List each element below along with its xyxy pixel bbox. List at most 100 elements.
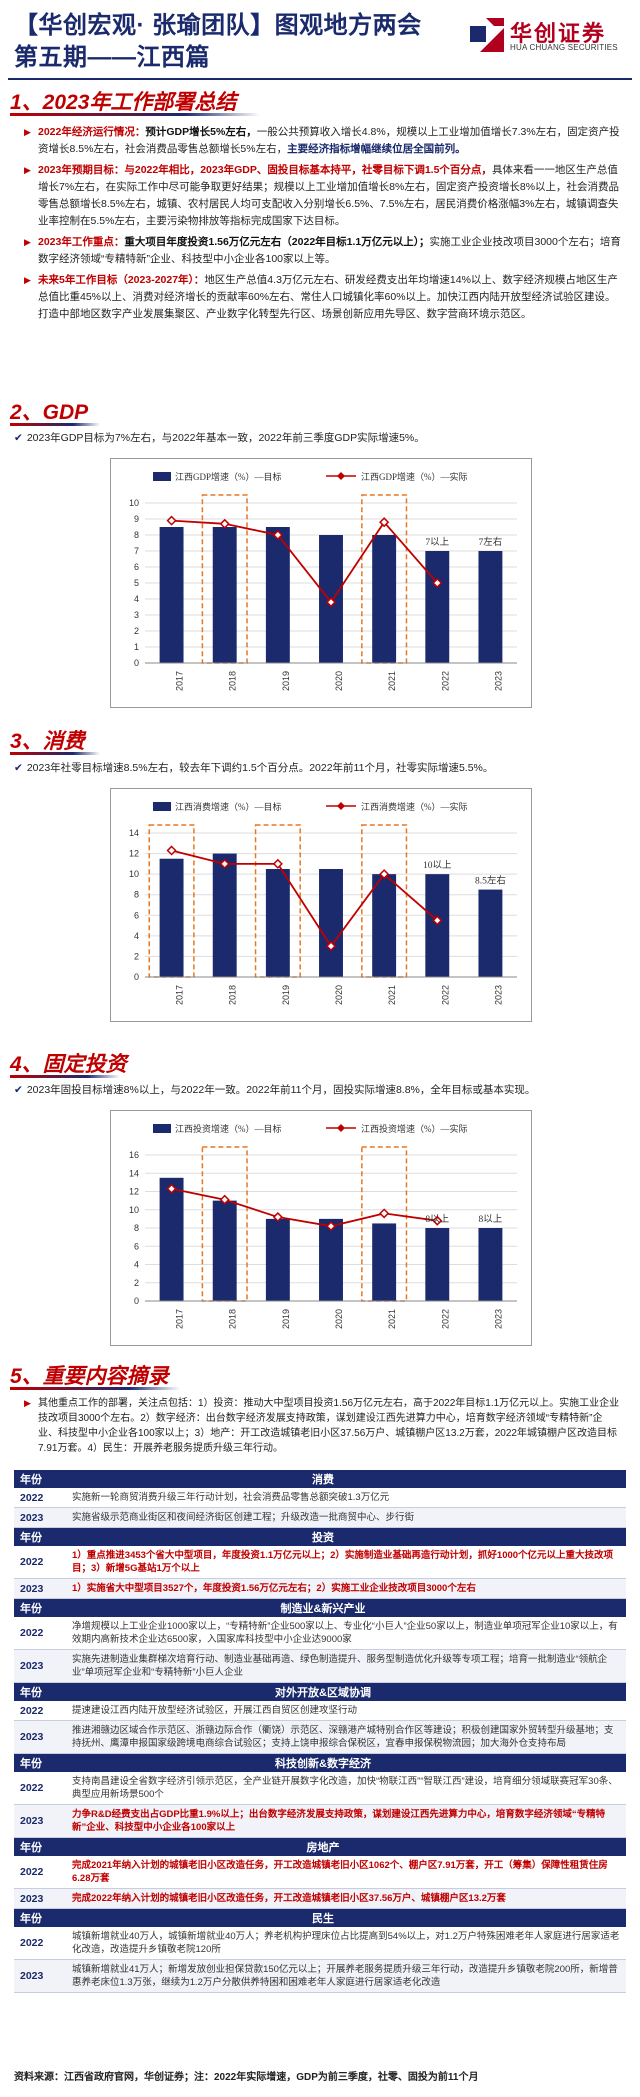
actual-point-2022 [432, 577, 443, 589]
data-label: 8以上 [479, 1214, 503, 1225]
x-tick-label: 2023 [493, 985, 503, 1005]
data-label: 7以上 [425, 537, 449, 548]
actual-point-2017 [166, 845, 177, 856]
legend-swatch-target [153, 472, 171, 481]
legend-label-actual: 江西GDP增速（%）—实际 [361, 471, 468, 482]
consumption-chart-svg: 江西消费增速（%）—目标 江西消费增速（%）—实际 0 2 4 6 8 10 12 14 10以上 8… [129, 801, 517, 1005]
table-group-header: 年份 科技创新&数字经济 [14, 1754, 626, 1772]
legend-label-target: 江西消费增速（%）—目标 [175, 801, 282, 812]
summary-table: 年份 消费 2022 实施新一轮商贸消费升级三年行动计划，社会消费品零售总额突破1.… [14, 1470, 626, 1993]
y-tick-label: 14 [129, 1168, 139, 1178]
y-tick-label: 0 [134, 658, 139, 668]
header-rule [8, 78, 632, 80]
x-tick-label: 2020 [334, 1309, 344, 1329]
legend-swatch-target [153, 802, 171, 811]
section-3-title: 3、消费 [10, 730, 85, 753]
x-tick-label: 2021 [387, 671, 397, 691]
bar-target-2020 [319, 1218, 343, 1301]
actual-point-2021 [379, 517, 390, 528]
check-icon: ✔ [14, 762, 23, 774]
section-4-underline [10, 1075, 120, 1078]
bar-target-2019 [265, 1218, 290, 1301]
y-tick-label: 4 [134, 594, 139, 604]
logo-subtext: HUA CHUANG SECURITIES [510, 43, 618, 52]
bar-target-2018 [212, 527, 237, 663]
table-group-header: 年份 制造业&新兴产业 [14, 1599, 626, 1617]
arrow-bullet-icon: ▶ [24, 275, 31, 285]
x-tick-label: 2022 [440, 671, 450, 691]
consumption-chart: 江西消费增速（%）—目标 江西消费增速（%）—实际 0 2 4 6 8 10 12 14 10以上 8… [110, 788, 532, 1022]
x-tick-label: 2018 [228, 1309, 238, 1329]
actual-point-2019 [272, 1211, 283, 1223]
table-group-header: 年份 投资 [14, 1528, 626, 1546]
bar-target-2021 [372, 874, 397, 977]
y-tick-label: 6 [134, 1241, 139, 1251]
section-5-underline [10, 1387, 180, 1390]
section-1-underline [10, 113, 260, 116]
actual-point-2021 [379, 1208, 390, 1219]
x-tick-label: 2017 [175, 985, 185, 1005]
arrow-bullet-icon: ▶ [24, 127, 31, 137]
section-4-note: ✔ 2023年固投目标增速8%以上，与2022年一致。2022年前11个月，固投实… [14, 1084, 536, 1096]
x-tick-label: 2020 [334, 985, 344, 1005]
chart-legend: 江西消费增速（%）—目标 江西消费增速（%）—实际 [153, 801, 468, 812]
actual-point-2017 [166, 1183, 177, 1194]
y-tick-label: 5 [134, 578, 139, 588]
title-line-1: 【华创宏观· 张瑜团队】图观地方两会 [14, 12, 422, 39]
x-tick-label: 2022 [440, 1309, 450, 1329]
huachuang-logo-icon [470, 18, 504, 52]
x-tick-label: 2023 [493, 671, 503, 691]
bar-target-2022 [425, 1228, 450, 1301]
logo-text: 华创证券 [510, 21, 607, 46]
actual-point-2020 [325, 597, 337, 608]
legend-label-target: 江西投资增速（%）—目标 [175, 1123, 282, 1134]
y-tick-label: 7 [134, 546, 139, 556]
arrow-bullet-icon: ▶ [24, 237, 31, 247]
legend-marker-actual [337, 802, 345, 810]
table-row: 2022 支持南昌建设全省数字经济引领示范区，全产业链开展数字化改造，加快“物联江… [14, 1772, 626, 1805]
table-row: 2022 完成2021年纳入计划的城镇老旧小区改造任务，开工改造城镇老旧小区106… [14, 1856, 626, 1889]
arrow-bullet-icon: ▶ [24, 1398, 31, 1408]
data-label: 10以上 [423, 860, 452, 871]
huachuang-logo: 华创证券 HUA CHUANG SECURITIES [470, 16, 635, 56]
y-tick-label: 10 [129, 498, 139, 508]
y-tick-label: 2 [134, 951, 139, 961]
check-icon: ✔ [14, 432, 23, 444]
table-row: 2022 1）重点推进3453个省大中型项目，年度投资1.1万亿元以上；2）实施制… [14, 1546, 626, 1579]
actual-point-2018 [219, 858, 230, 869]
actual-point-2021 [379, 869, 390, 880]
table-row: 2023 完成2022年纳入计划的城镇老旧小区改造任务，开工改造城镇老旧小区37.… [14, 1889, 626, 1909]
table-group-header: 年份 房地产 [14, 1838, 626, 1856]
actual-point-2022 [432, 1215, 443, 1226]
actual-point-2019 [272, 529, 283, 541]
table-row: 2022 城镇新增就业40万人，城镇新增就业40万人；养老机构护理床位占比提高到5… [14, 1927, 626, 1960]
legend-swatch-target [153, 1124, 171, 1133]
table-row: 2023 实施省级示范商业街区和夜间经济街区创建工程；升级改造一批商贸中心、步行街 [14, 1508, 626, 1528]
list-item: ▶ 2023年预期目标：与2022年相比，2023年GDP、固投目标基本持平，社… [24, 164, 620, 227]
table-group-header: 年份 对外开放&区域协调 [14, 1683, 626, 1701]
bar-target-2023 [478, 551, 503, 663]
y-tick-label: 12 [129, 1187, 139, 1197]
table-row: 2023 力争R&D经费支出占GDP比重1.9%以上；出台数字经济发展支持政策，谋… [14, 1805, 626, 1838]
section-5-intro: ▶ 其他重点工作的部署，关注点包括：1）投资：推动大中型项目投资1.56万亿元左… [24, 1398, 620, 1454]
gdp-chart-svg: 江西GDP增速（%）—目标 江西GDP增速（%）—实际 0 1 2 3 4 5 6 7 8 9 10 7以… [129, 471, 517, 691]
bar-target-2018 [212, 853, 237, 977]
data-label: 8.5左右 [475, 875, 506, 887]
bar-target-2019 [265, 527, 290, 663]
data-label: 7左右 [479, 536, 503, 548]
page-title: 【华创宏观· 张瑜团队】图观地方两会 第五期——江西篇 [14, 10, 422, 74]
actual-point-2018 [219, 518, 230, 529]
y-tick-label: 8 [134, 890, 139, 900]
table-row: 2023 1）实施省大中型项目3527个，年度投资1.56万亿元左右；2）实施工业… [14, 1579, 626, 1599]
list-item: ▶ 2022年经济运行情况：预计GDP增长5%左右，一般公共预算收入增长4.8%… [24, 126, 620, 155]
bar-target-2019 [265, 869, 290, 977]
bar-target-2021 [372, 535, 397, 663]
table-row: 2023 推进湘赣边区域合作示范区、浙赣边际合作（衢饶）示范区、深赣港产城特别合作… [14, 1721, 626, 1754]
list-item: ▶ 未来5年工作目标（2023-2027年）：地区生产总值4.3万亿元左右、研发… [24, 274, 618, 320]
title-line-2: 第五期——江西篇 [14, 44, 210, 71]
y-tick-label: 0 [134, 972, 139, 982]
section-5-title: 5、重要内容摘录 [10, 1365, 169, 1388]
page-header: 【华创宏观· 张瑜团队】图观地方两会 第五期——江西篇 华创证券 HUA CHU… [0, 0, 640, 82]
section-4-title: 4、固定投资 [10, 1053, 127, 1076]
list-item: ▶ 2023年工作重点：重大项目年度投资1.56万亿元左右（2022年目标1.1… [24, 236, 621, 265]
